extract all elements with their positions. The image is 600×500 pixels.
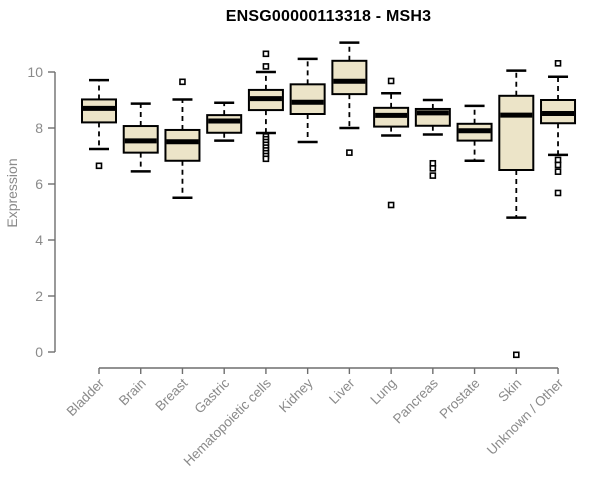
chart-title: ENSG00000113318 - MSH3 <box>225 8 432 25</box>
outlier-lung <box>387 201 395 209</box>
x-label-unknown-other: Unknown / Other <box>484 375 567 458</box>
x-label-lung: Lung <box>367 376 399 408</box>
outlier-breast <box>179 78 186 86</box>
outlier-unknown-other <box>554 60 562 67</box>
box-liver <box>331 59 368 96</box>
y-tick-label: 10 <box>27 64 43 80</box>
x-label-breast: Breast <box>152 375 190 413</box>
outlier-liver <box>346 149 353 156</box>
box-gastric <box>206 114 243 134</box>
x-label-bladder: Bladder <box>64 375 108 419</box>
y-tick-label: 4 <box>35 232 43 248</box>
x-label-skin: Skin <box>495 376 524 405</box>
x-label-prostate: Prostate <box>437 376 483 422</box>
y-tick-label: 2 <box>35 288 43 304</box>
outlier-pancreas <box>429 165 437 172</box>
y-tick-label: 8 <box>35 120 43 136</box>
x-label-kidney: Kidney <box>276 375 316 415</box>
outlier-hematopoietic-cells <box>262 155 270 163</box>
outlier-unknown-other <box>554 189 562 197</box>
x-label-brain: Brain <box>116 376 149 409</box>
outlier-skin <box>512 351 520 359</box>
box-breast <box>164 128 201 162</box>
x-label-liver: Liver <box>326 375 358 407</box>
outlier-bladder <box>95 162 103 170</box>
y-tick-label: 6 <box>35 176 43 192</box>
box-kidney <box>289 83 326 115</box>
box-bladder <box>81 98 117 124</box>
outlier-lung <box>387 77 395 85</box>
outlier-hematopoietic-cells <box>262 50 270 58</box>
outlier-pancreas <box>429 172 437 179</box>
x-label-pancreas: Pancreas <box>390 375 441 426</box>
outlier-hematopoietic-cells <box>262 63 270 70</box>
y-tick-label: 0 <box>35 344 43 360</box>
outlier-unknown-other <box>554 168 562 175</box>
box-skin <box>498 94 535 171</box>
x-label-gastric: Gastric <box>191 375 232 416</box>
outlier-unknown-other <box>554 161 562 169</box>
